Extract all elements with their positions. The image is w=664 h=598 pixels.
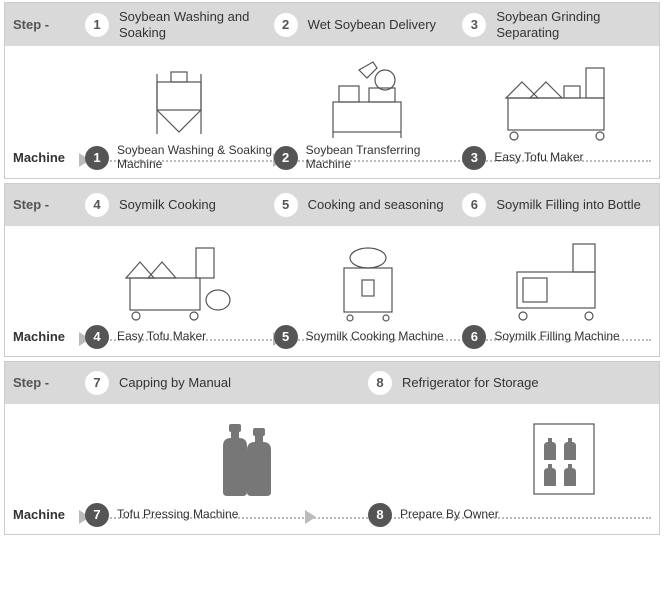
step-bar: Step - 7 Capping by Manual 8 Refrigerato…: [5, 362, 659, 404]
process-section-2: Step - 4 Soymilk Cooking 5 Cooking and s…: [4, 183, 660, 357]
machine-row: Machine 1 Soybean Washing & Soaking Mach…: [5, 142, 659, 178]
machine-name: Prepare By Owner: [400, 508, 499, 522]
step-item-2: 2 Wet Soybean Delivery: [274, 13, 463, 37]
step-number: 7: [85, 371, 109, 395]
process-section-1: Step - 1 Soybean Washing and Soaking 2 W…: [4, 2, 660, 179]
machine-image-bottles: [85, 410, 404, 500]
step-number: 4: [85, 193, 109, 217]
machine-label: Machine: [13, 507, 85, 522]
step-bar: Step - 1 Soybean Washing and Soaking 2 W…: [5, 3, 659, 46]
machine-number: 5: [274, 325, 298, 349]
machine-item-6: 6 Soymilk Filling Machine: [462, 325, 651, 349]
machine-name: Soybean Transferring Machine: [306, 144, 463, 172]
step-bar: Step - 4 Soymilk Cooking 5 Cooking and s…: [5, 184, 659, 226]
machine-number: 4: [85, 325, 109, 349]
machine-item-1: 1 Soybean Washing & Soaking Machine: [85, 144, 274, 172]
step-number: 3: [462, 13, 486, 37]
step-title: Wet Soybean Delivery: [308, 17, 436, 33]
step-title: Refrigerator for Storage: [402, 375, 539, 391]
step-item-7: 7 Capping by Manual: [85, 371, 368, 395]
machine-item-4: 4 Easy Tofu Maker: [85, 325, 274, 349]
machine-item-2: 2 Soybean Transferring Machine: [274, 144, 463, 172]
machine-number: 2: [274, 146, 298, 170]
machine-name: Easy Tofu Maker: [117, 330, 206, 344]
machine-number: 7: [85, 503, 109, 527]
machine-row: Machine 7 Tofu Pressing Machine 8 Prepar…: [5, 500, 659, 534]
machine-image-row: [5, 46, 659, 142]
step-title: Soymilk Cooking: [119, 197, 216, 213]
machine-label: Machine: [13, 150, 85, 165]
step-label: Step -: [13, 17, 85, 32]
machine-item-8: 8 Prepare By Owner: [368, 503, 651, 527]
machine-name: Tofu Pressing Machine: [117, 508, 238, 522]
process-section-3: Step - 7 Capping by Manual 8 Refrigerato…: [4, 361, 660, 535]
step-item-4: 4 Soymilk Cooking: [85, 193, 274, 217]
machine-image-fridge: [404, 410, 664, 500]
step-title: Soybean Washing and Soaking: [119, 9, 274, 40]
step-label: Step -: [13, 375, 85, 390]
step-title: Soymilk Filling into Bottle: [496, 197, 641, 213]
machine-number: 8: [368, 503, 392, 527]
step-number: 6: [462, 193, 486, 217]
step-number: 1: [85, 13, 109, 37]
machine-image-tofu-maker: [462, 52, 651, 142]
step-title: Capping by Manual: [119, 375, 231, 391]
machine-number: 1: [85, 146, 109, 170]
machine-item-3: 3 Easy Tofu Maker: [462, 146, 651, 170]
step-item-6: 6 Soymilk Filling into Bottle: [462, 193, 651, 217]
step-title: Cooking and seasoning: [308, 197, 444, 213]
step-title: Soybean Grinding Separating: [496, 9, 651, 40]
machine-image-hopper: [85, 52, 274, 142]
machine-label: Machine: [13, 329, 85, 344]
machine-item-7: 7 Tofu Pressing Machine: [85, 503, 368, 527]
machine-name: Soymilk Filling Machine: [494, 330, 619, 344]
machine-image-filler: [462, 232, 651, 322]
machine-row: Machine 4 Easy Tofu Maker 5 Soymilk Cook…: [5, 322, 659, 356]
step-item-5: 5 Cooking and seasoning: [274, 193, 463, 217]
machine-number: 6: [462, 325, 486, 349]
step-item-8: 8 Refrigerator for Storage: [368, 371, 651, 395]
machine-image-grinder: [274, 52, 463, 142]
machine-image-cooker: [274, 232, 463, 322]
machine-number: 3: [462, 146, 486, 170]
step-item-3: 3 Soybean Grinding Separating: [462, 9, 651, 40]
machine-image-row: [5, 226, 659, 322]
step-number: 5: [274, 193, 298, 217]
step-label: Step -: [13, 197, 85, 212]
machine-name: Easy Tofu Maker: [494, 151, 583, 165]
machine-image-row: [5, 404, 659, 500]
machine-name: Soymilk Cooking Machine: [306, 330, 444, 344]
step-number: 2: [274, 13, 298, 37]
step-item-1: 1 Soybean Washing and Soaking: [85, 9, 274, 40]
machine-name: Soybean Washing & Soaking Machine: [117, 144, 274, 172]
machine-image-tofu-maker: [85, 232, 274, 322]
machine-item-5: 5 Soymilk Cooking Machine: [274, 325, 463, 349]
step-number: 8: [368, 371, 392, 395]
